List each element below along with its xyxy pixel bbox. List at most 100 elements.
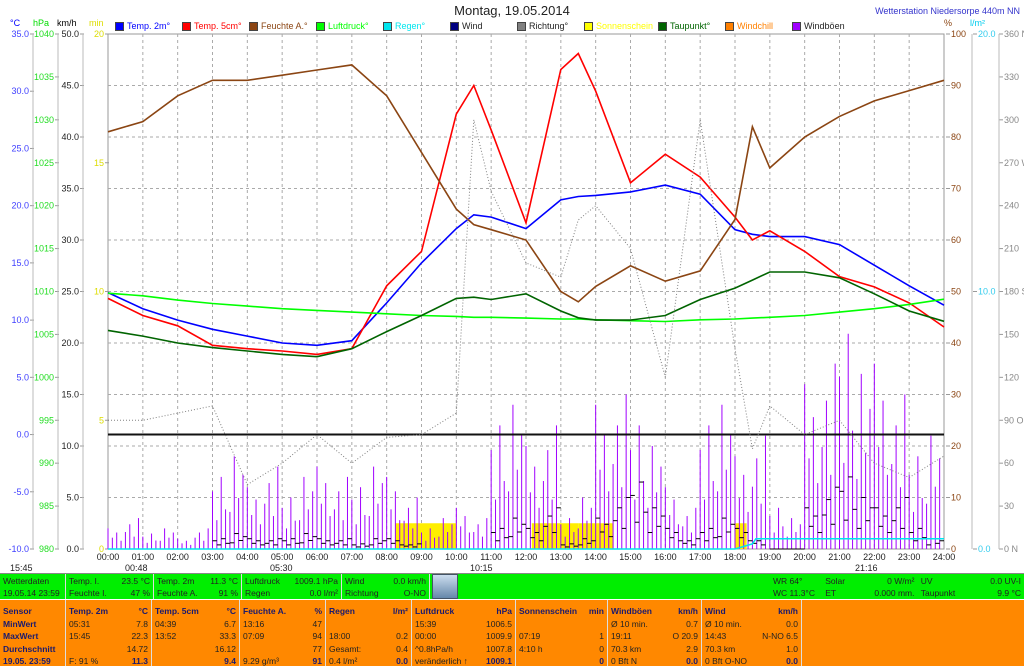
stat-column: Sensor MinWert MaxWert Durchschnitt 19.05. 2…: [0, 600, 66, 666]
field: 0 W/m²: [887, 576, 915, 586]
stat-value: 0.0: [686, 656, 698, 666]
stat-label: Regen: [329, 606, 355, 616]
stat-label: 0.4 l/m²: [329, 656, 358, 666]
tick-label-kmh: 45.0: [61, 81, 79, 91]
series-temp2m: [107, 184, 945, 347]
legend-item: Sonnenschein: [584, 21, 658, 31]
stat-value: N-NO 6.5: [762, 631, 798, 641]
stat-value: °C: [226, 606, 236, 616]
field-value: 0.0 l/m²: [309, 587, 338, 598]
tick-label-time: 00:00: [97, 552, 120, 562]
stat-column: Feuchte A.% 13:16 47 07:09 94 77 9.29 g/m³ 91: [240, 600, 326, 666]
station-name: Wetterstation Niedersorpe 440m NN: [875, 6, 1020, 16]
tick-label-kmh: 50.0: [61, 29, 79, 39]
stat-label: 4:10 h: [519, 643, 543, 654]
stat-label: 05:31: [69, 618, 91, 629]
stat-column: Sonnenschein min 07:19 1 4:10 h 0 0: [516, 600, 608, 666]
stat-value: hPa: [496, 606, 512, 616]
tick-label-time: 22:00: [863, 552, 886, 562]
tick-label-kmh: 35.0: [61, 184, 79, 194]
field: Solar: [825, 576, 846, 586]
tick-label-hpa: 1015: [34, 244, 54, 254]
tick-label-hpa: 995: [39, 415, 54, 425]
unit-percent: %: [944, 18, 953, 28]
field: 0.0 UV-I: [990, 576, 1021, 586]
legend-label: Regen°: [395, 21, 426, 31]
stat-label: Windböen: [611, 606, 652, 616]
tick-label-kmh: 20.0: [61, 338, 79, 348]
field-label: Luftdruck: [245, 576, 280, 586]
tick-label-time: 12:00: [515, 552, 538, 562]
stat-value: °C: [138, 606, 148, 616]
stat-value: 91: [312, 656, 322, 666]
stat-value: 22.3: [131, 631, 148, 641]
stat-label: Ø 10 min.: [611, 618, 648, 629]
stat-value: 0.7: [686, 618, 698, 629]
stat-label: 9.29 g/m³: [243, 656, 279, 666]
stat-column: Windböen km/h Ø 10 min. 0.7 19:11 O 20.9 70.3 …: [608, 600, 702, 666]
tick-label-time: 05:00: [271, 552, 294, 562]
tick-label-time: 09:00: [410, 552, 433, 562]
tick-label-hpa: 1030: [34, 115, 54, 125]
tick-label-time: 18:00: [724, 552, 747, 562]
stat-label: 15:45: [69, 631, 91, 641]
stat-label: ^0.8hPa/h: [415, 643, 454, 654]
tick-label-min: 20: [94, 29, 104, 39]
tick-label-percent: 10: [951, 493, 961, 503]
stat-value: 1009.1: [486, 656, 512, 666]
stat-label: F: 91 %: [69, 656, 99, 666]
legend-swatch: [792, 21, 802, 31]
tick-label-celsius: -10.0: [8, 544, 29, 554]
legend-item: Feuchte A.°: [249, 21, 316, 31]
stat-label: Ø 10 min.: [705, 618, 742, 629]
legend-item: Wind: [450, 21, 517, 31]
stat-value: 0.0: [786, 618, 798, 629]
stat-label: 19:11: [611, 631, 632, 641]
tick-label-percent: 90: [951, 81, 961, 91]
legend-swatch: [517, 21, 526, 31]
tick-label-celsius: 0.0: [16, 430, 29, 440]
stat-value: 1006.5: [486, 618, 512, 629]
tick-label-min: 10: [94, 287, 104, 297]
stat-label: 15:39: [415, 618, 437, 629]
stat-label: veränderlich ↑: [415, 656, 468, 666]
stat-value: 14.72: [126, 643, 148, 654]
stat-label: 18:00: [329, 631, 351, 641]
stat-value: 0: [599, 656, 604, 666]
stat-value: 0.4: [396, 643, 408, 654]
stat-label: 13:16: [243, 618, 265, 629]
tick-label-time: 16:00: [654, 552, 677, 562]
legend-item: Richtung°: [517, 21, 584, 31]
stat-label: 14:43: [705, 631, 727, 641]
unit-lm2: l/m²: [970, 18, 985, 28]
tick-label-direction: 240: [1004, 201, 1019, 211]
stat-value: O 20.9: [672, 631, 698, 641]
legend-swatch: [316, 21, 325, 31]
stat-value: 0.0: [786, 656, 798, 666]
tick-label-lm2: 0.0: [978, 544, 991, 554]
tick-label-celsius: -5.0: [13, 487, 29, 497]
tick-label-direction: 30: [1004, 501, 1014, 511]
stat-label: Wind: [705, 606, 726, 616]
stat-value: 6.7: [224, 618, 236, 629]
stat-label: 00:00: [415, 631, 437, 641]
tick-label-direction: 360 N: [1004, 29, 1024, 39]
stat-value: 7.8: [136, 618, 148, 629]
label: Wetterdaten: [3, 576, 50, 586]
stat-column: Luftdruck hPa 15:39 1006.5 00:00 1009.9 ^0.8hP…: [412, 600, 516, 666]
tick-label-time: 15:00: [619, 552, 642, 562]
stat-value: 0: [599, 643, 604, 654]
stat-value: 77: [312, 643, 322, 654]
field-label: Temp. 2m: [157, 576, 195, 586]
field-label: Regen: [245, 587, 271, 598]
field-value: 1009.1 hPa: [294, 576, 338, 586]
tick-label-celsius: 5.0: [16, 372, 29, 382]
tick-label-time: 23:00: [898, 552, 921, 562]
stat-label: Sonnenschein: [519, 606, 578, 616]
stat-label: Luftdruck: [415, 606, 455, 616]
tick-label-hpa: 1010: [34, 287, 54, 297]
tick-label-time: 01:00: [132, 552, 155, 562]
tick-label-time: 06:00: [306, 552, 329, 562]
tick-label-percent: 50: [951, 287, 961, 297]
tick-label-kmh: 30.0: [61, 235, 79, 245]
